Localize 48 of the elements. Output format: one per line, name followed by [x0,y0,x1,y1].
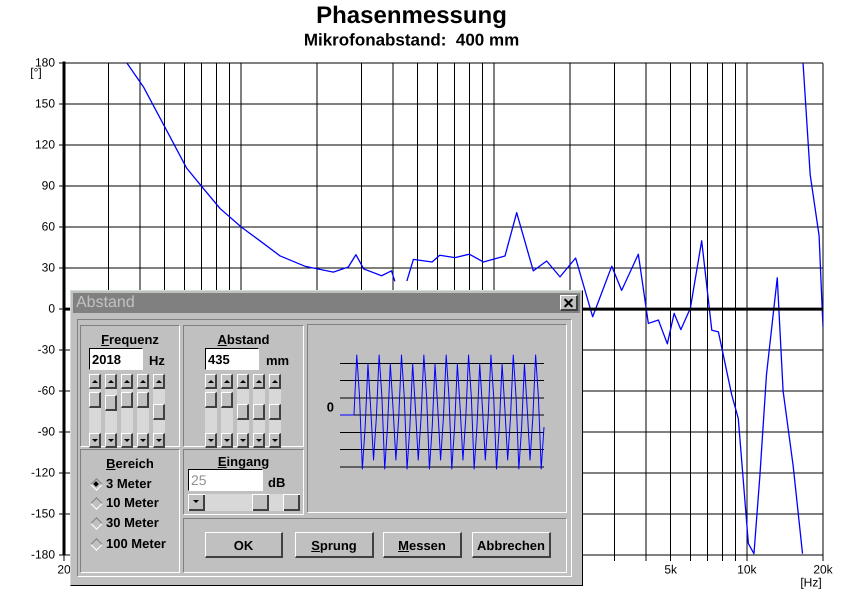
annotation: Abstand [76,294,135,311]
annotation: 435 [208,352,230,367]
push-button: OK [205,532,283,558]
annotation: 25 [191,472,207,488]
annotation: Frequenz [100,332,160,347]
annotation: Messen [397,538,447,553]
x-tick-label: 20k [813,562,834,577]
y-axis-title: [°] [30,66,42,80]
annotation: 30 Meter [106,515,159,530]
annotation: 10 Meter [106,495,159,510]
annotation: Sprung [310,538,358,553]
y-tick-label: 90 [42,178,56,192]
annotation: Eingang [216,454,270,469]
push-button: Abbrechen [472,532,551,558]
y-tick-label: 150 [34,96,56,110]
x-axis-title: [Hz] [800,575,822,590]
y-tick-label: 0 [48,301,56,316]
text-field: 435 [205,348,259,370]
annotation: mm [266,353,290,368]
x-tick-label: 10k [737,562,758,577]
annotation: OK [232,538,254,553]
y-tick-label: -90 [38,424,56,438]
push-button: Sprung [295,532,374,558]
push-button: Messen [383,532,462,558]
text-field: 2018 [89,348,143,370]
y-tick-label: -180 [30,547,56,562]
y-tick-label: 30 [42,260,56,274]
annotation: Bereich [105,456,155,471]
annotation: dB [268,475,286,490]
y-tick-label: -60 [38,383,56,398]
chart-subtitle: Mikrofonabstand: 400 mm [304,30,520,50]
title-bar: Abstand [73,293,580,313]
annotation: Abbrechen [476,538,546,553]
y-tick-label: -30 [38,342,56,356]
chart-title: Phasenmessung [316,2,507,30]
y-tick-label: -150 [30,506,56,520]
text-field: 25 [188,469,263,491]
annotation: 0 [326,400,334,415]
y-tick-label: 60 [42,219,56,234]
annotation: 2018 [92,352,121,367]
y-tick-label: -120 [30,465,56,480]
x-tick-label: 5k [664,562,678,577]
y-tick-label: 120 [34,137,56,152]
annotation: Abstand [216,332,270,347]
annotation: 100 Meter [106,536,166,551]
x-tick-label: 20 [57,562,71,577]
annotation: 3 Meter [106,476,152,491]
annotation: Hz [149,353,165,368]
